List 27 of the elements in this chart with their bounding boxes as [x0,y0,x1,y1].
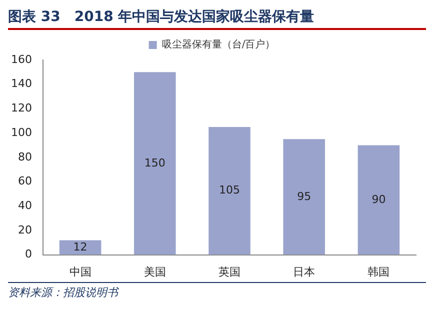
bar [134,72,176,255]
chart-title: 图表 33 2018 年中国与发达国家吸尘器保有量 [8,8,426,30]
bar [208,126,250,255]
data-label: 105 [219,184,240,197]
y-tick-label: 120 [10,102,32,115]
y-tick-label: 60 [18,174,32,188]
y-tick-label: 20 [18,223,32,236]
data-label: 150 [144,156,166,170]
bar [358,145,400,255]
y-tick-label: 40 [18,198,32,212]
y-tick-label: 80 [18,150,32,164]
bar [59,240,102,255]
text: 资料来源：招股说明书 [8,282,426,300]
x-tick-label: 日本 [293,265,316,278]
data-label: 90 [372,192,386,206]
y-tick-label: 140 [10,77,32,90]
x-tick-label: 中国 [69,265,92,278]
x-tick-label: 英国 [218,265,240,278]
bar [283,139,325,255]
y-tick-label: 160 [10,52,32,66]
legend-label: 吸尘器保有量（台/百户） [162,38,276,51]
y-tick-label: 0 [24,248,32,261]
data-label: 12 [73,240,88,254]
x-tick-label: 韩国 [368,265,390,278]
y-tick-label: 100 [10,126,32,139]
x-tick-label: 美国 [144,265,166,278]
data-label: 95 [297,190,312,203]
